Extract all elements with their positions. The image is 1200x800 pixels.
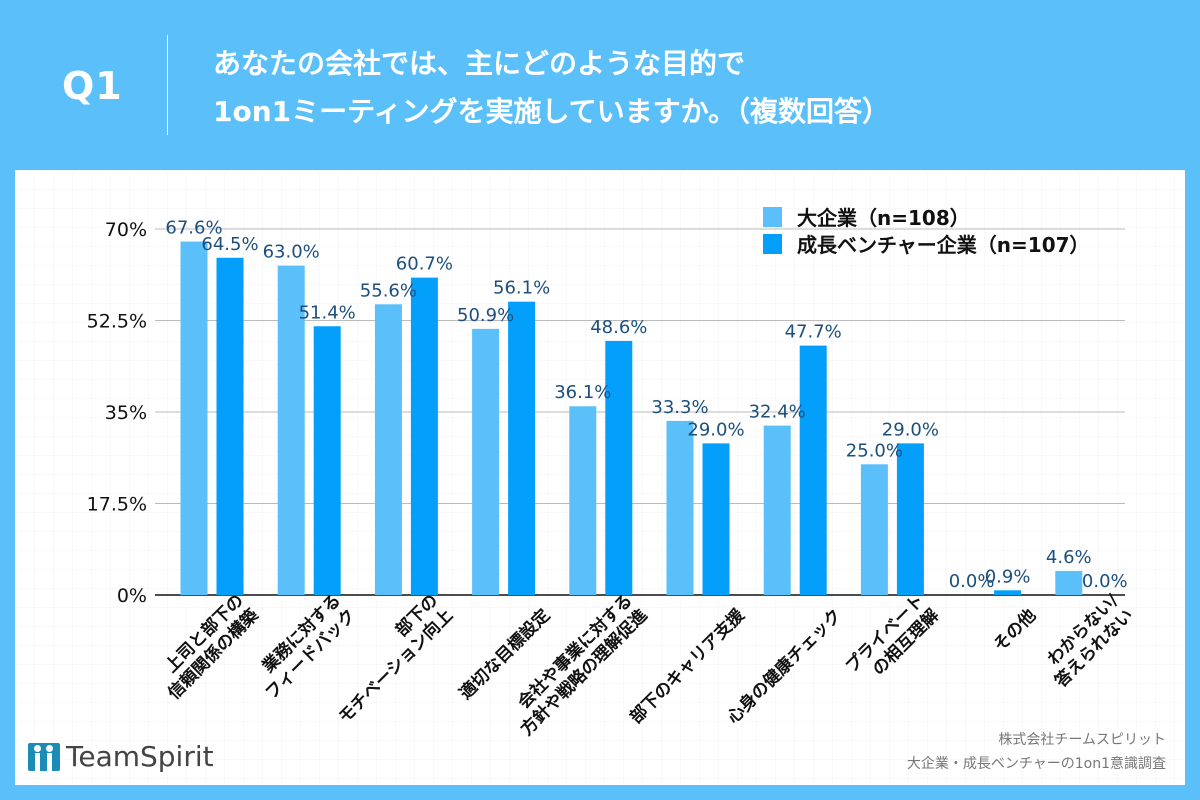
question-title: あなたの会社では、主にどのような目的で 1on1ミーティングを実施していますか。… — [213, 40, 890, 136]
data-label-large-company: 67.6% — [165, 218, 222, 239]
bar-large-company — [666, 420, 694, 595]
credit-company: 株式会社チームスピリット — [998, 732, 1166, 748]
legend-label-large-company: 大企業（n=108） — [797, 206, 970, 230]
legend-label-growth-venture: 成長ベンチャー企業（n=107） — [797, 233, 1090, 257]
y-tick-label: 35% — [105, 402, 147, 424]
bar-large-company — [569, 406, 597, 595]
data-label-growth-venture: 0.9% — [985, 566, 1031, 587]
bar-growth-venture — [605, 340, 633, 595]
data-label-growth-venture: 47.7% — [785, 322, 842, 343]
x-category-label: わからない/答えられない — [1044, 590, 1137, 692]
data-label-large-company: 33.3% — [651, 397, 708, 418]
legend: 大企業（n=108） 成長ベンチャー企業（n=107） — [763, 206, 1090, 257]
data-labels: 67.6%64.5% 63.0% 51.4%55.6% 60.7% 50.9% 56.1%… — [165, 218, 1127, 592]
data-label-growth-venture: 51.4% — [299, 302, 356, 323]
data-label-growth-venture: 29.0% — [687, 419, 744, 440]
bar-growth-venture — [799, 345, 827, 595]
question-title-line-2: 1on1ミーティングを実施していますか。（複数回答） — [213, 95, 891, 128]
bar-growth-venture — [896, 443, 924, 595]
chart-card — [15, 170, 1185, 785]
bar-growth-venture — [508, 301, 536, 595]
bar-growth-venture — [313, 326, 341, 595]
data-label-large-company: 32.4% — [749, 402, 806, 423]
teamspirit-logo-icon — [28, 742, 60, 771]
y-tick-label: 70% — [105, 219, 147, 241]
teamspirit-logo: TeamSpirit — [28, 740, 214, 773]
header-divider — [167, 35, 168, 135]
data-label-large-company: 55.6% — [360, 280, 417, 301]
y-tick-label: 52.5% — [87, 311, 147, 333]
y-axis-ticks: 0% 17.5% 35% 52.5% 70% — [87, 219, 147, 607]
bar-large-company — [860, 464, 888, 595]
data-label-growth-venture: 56.1% — [493, 278, 550, 299]
bar-large-company — [277, 265, 305, 595]
x-category-label: その他 — [989, 605, 1040, 656]
bar-growth-venture — [994, 590, 1022, 595]
source-credit: 株式会社チームスピリット 大企業・成長ベンチャーの1on1意識調査 — [907, 728, 1166, 776]
bars — [180, 241, 1083, 595]
data-label-growth-venture: 0.0% — [1082, 571, 1128, 592]
legend-swatch-growth-venture — [763, 234, 782, 254]
bar-growth-venture — [216, 257, 244, 595]
legend-swatch-large-company — [763, 207, 782, 227]
y-tick-label: 0% — [117, 585, 147, 607]
bar-large-company — [1055, 570, 1083, 595]
x-category-label-line: その他 — [989, 605, 1040, 656]
data-label-large-company: 63.0% — [263, 242, 320, 263]
data-label-large-company: 25.0% — [846, 440, 903, 461]
bar-large-company — [374, 304, 402, 595]
y-tick-label: 17.5% — [87, 494, 147, 516]
data-label-growth-venture: 64.5% — [201, 234, 258, 255]
data-label-large-company: 0.0% — [949, 571, 995, 592]
credit-survey: 大企業・成長ベンチャーの1on1意識調査 — [906, 756, 1166, 772]
question-title-line-1: あなたの会社では、主にどのような目的で — [213, 47, 746, 80]
question-number: Q1 — [62, 64, 123, 108]
data-label-large-company: 36.1% — [554, 382, 611, 403]
logo-text: TeamSpirit — [66, 740, 214, 773]
bar-large-company — [180, 241, 208, 595]
data-label-growth-venture: 48.6% — [590, 317, 647, 338]
bar-large-company — [472, 328, 500, 595]
bar-growth-venture — [410, 277, 438, 595]
bar-growth-venture — [702, 443, 730, 595]
data-label-large-company: 50.9% — [457, 305, 514, 326]
data-label-large-company: 4.6% — [1046, 547, 1092, 568]
data-label-growth-venture: 60.7% — [396, 254, 453, 275]
data-label-growth-venture: 29.0% — [882, 419, 939, 440]
bar-large-company — [763, 425, 791, 595]
